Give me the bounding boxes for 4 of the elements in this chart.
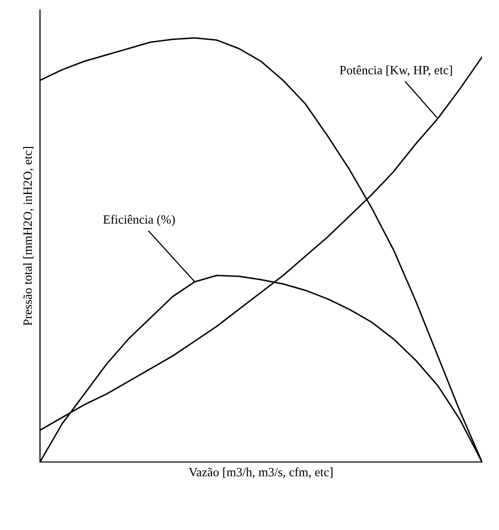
series-label: Potência [Kw, HP, etc]: [340, 66, 452, 76]
y-axis-title: Pressão total [mmH2O, inH2O, etc]: [23, 147, 34, 326]
x-axis-title: Vazão [m3/h, m3/s, cfm, etc]: [188, 467, 332, 478]
text: Eficiência (%): [103, 214, 175, 226]
